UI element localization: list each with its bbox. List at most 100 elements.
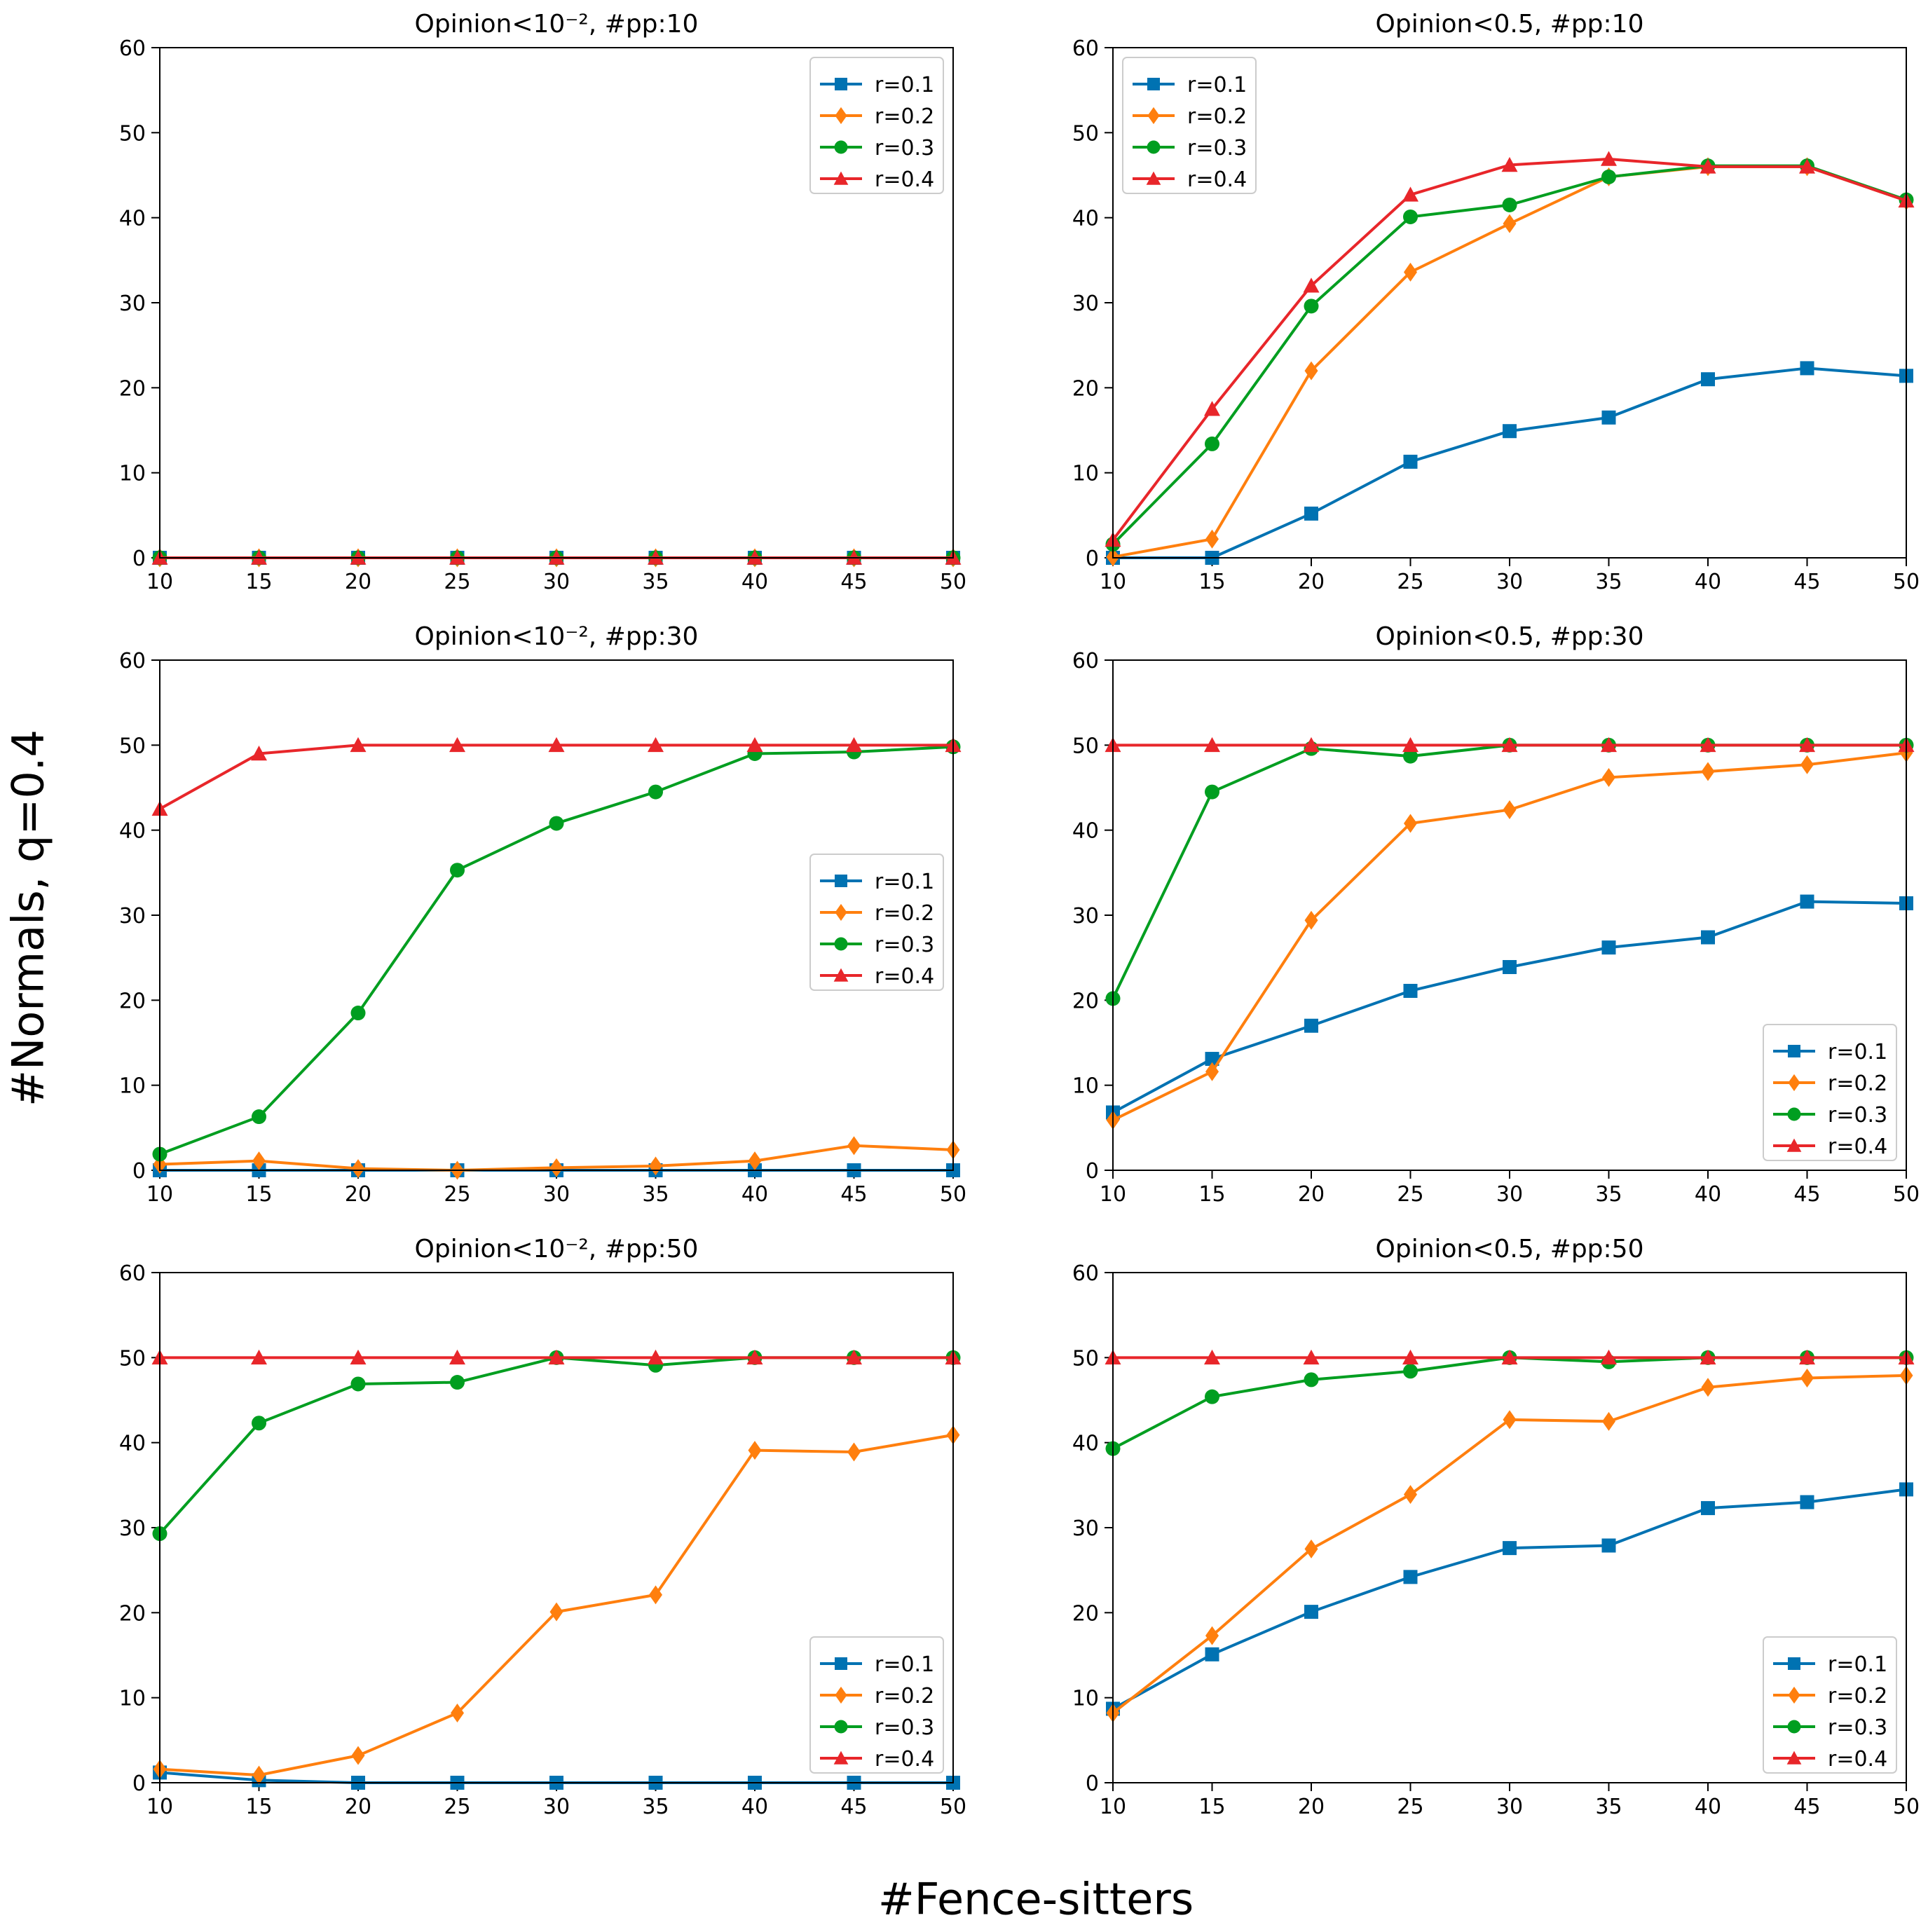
legend-label: r=0.2 [1187,104,1247,129]
data-point-r=0.4 [1402,186,1418,202]
data-point-r=0.2 [847,1136,861,1156]
legend-marker-r=0.4 [833,171,849,185]
data-point-r=0.1 [1800,894,1814,909]
x-tick-label: 45 [840,1182,867,1207]
legend-box [809,57,944,194]
data-point-r=0.1 [1205,1052,1219,1067]
data-point-r=0.2 [252,1151,266,1171]
legend-marker-r=0.3 [1787,1720,1801,1734]
legend-label: r=0.1 [1828,1652,1887,1677]
legend-marker-r=0.3 [834,140,848,154]
legend-marker-r=0.3 [1147,140,1161,154]
data-point-r=0.2 [1304,910,1318,930]
y-tick-label: 60 [1072,1261,1099,1286]
x-tick-label: 25 [444,1182,470,1207]
data-point-r=0.2 [748,1441,762,1460]
data-point-r=0.4 [1204,1349,1220,1365]
x-tick-label: 45 [840,1795,867,1819]
x-tick-label: 30 [543,1182,570,1207]
y-tick-label: 50 [1072,1346,1099,1371]
legend-label: r=0.3 [875,933,934,957]
legend-marker-r=0.4 [1786,1138,1802,1152]
y-tick-label: 50 [119,121,146,146]
legend-label: r=0.4 [875,167,934,192]
x-tick-label: 40 [1695,570,1721,594]
x-tick-label: 40 [741,1795,768,1819]
legend-label: r=0.1 [875,1652,934,1677]
legend-marker-r=0.2 [1788,1074,1800,1092]
panel-title: Opinion<0.5, #pp:30 [1376,622,1644,651]
plot-frame [1112,659,1907,1171]
legend-label: r=0.2 [1828,1684,1887,1708]
data-point-r=0.4 [1501,156,1518,172]
data-point-r=0.4 [1402,1349,1418,1365]
x-tick-label: 25 [1397,570,1423,594]
x-tick-label: 35 [1595,1795,1622,1819]
legend-label: r=0.3 [1828,1715,1887,1740]
panel-title: Opinion<10⁻², #pp:50 [415,1235,699,1263]
x-tick-label: 30 [1496,570,1523,594]
data-point-r=0.3 [1304,1372,1319,1388]
x-tick-label: 30 [543,570,570,594]
y-tick-label: 20 [119,1601,146,1626]
data-point-r=0.2 [1602,767,1615,787]
y-tick-label: 50 [119,734,146,758]
x-tick-label: 40 [741,570,768,594]
data-point-r=0.4 [746,1349,763,1365]
x-tick-label: 35 [642,1182,669,1207]
x-tick-label: 50 [1893,1795,1920,1819]
y-tick-label: 30 [119,1516,146,1541]
legend-label: r=0.1 [875,73,934,97]
y-tick-label: 10 [1072,462,1099,486]
x-tick-label: 25 [1397,1795,1423,1819]
data-point-r=0.3 [350,1006,366,1021]
y-tick-label: 30 [1072,1516,1099,1541]
data-point-r=0.4 [1303,278,1320,293]
data-point-r=0.1 [1701,1501,1715,1516]
data-point-r=0.3 [252,1109,266,1125]
y-tick-label: 30 [1072,292,1099,316]
data-point-r=0.3 [1205,784,1219,800]
x-tick-label: 15 [1198,1795,1225,1819]
x-tick-label: 15 [245,570,272,594]
legend: r=0.1 r=0.2 r=0.3 r=0.4 [1122,57,1257,194]
legend-marker-r=0.2 [835,1686,847,1704]
data-point-r=0.3 [1502,197,1517,212]
data-point-r=0.2 [351,1159,365,1179]
x-tick-label: 50 [1893,570,1920,594]
y-tick-label: 40 [1072,819,1099,844]
y-tick-label: 60 [1072,649,1099,673]
legend-label: r=0.2 [875,104,934,129]
y-tick-label: 0 [1086,547,1099,571]
data-point-r=0.3 [549,816,564,831]
figure-xlabel: #Fence-sitters [878,1874,1194,1925]
legend-box [1763,1024,1897,1161]
data-point-r=0.2 [1205,1626,1219,1645]
y-tick-label: 60 [1072,36,1099,61]
data-point-r=0.4 [548,1349,565,1365]
y-tick-label: 10 [119,1687,146,1711]
x-tick-label: 20 [345,570,371,594]
legend-marker-r=0.1 [1788,1657,1800,1670]
data-point-r=0.1 [1304,1018,1318,1033]
data-point-r=0.2 [1205,529,1219,549]
data-point-r=0.1 [1304,1605,1318,1619]
data-point-r=0.3 [1403,748,1418,764]
x-tick-label: 35 [1595,1182,1622,1207]
legend-marker-r=0.2 [1147,107,1160,125]
x-tick-label: 15 [245,1795,272,1819]
legend-label: r=0.4 [1828,1135,1887,1159]
x-tick-label: 50 [1893,1182,1920,1207]
x-tick-label: 45 [840,570,867,594]
data-point-r=0.1 [1601,940,1616,955]
data-point-r=0.3 [1403,209,1418,224]
data-point-r=0.3 [1205,436,1219,451]
data-point-r=0.4 [1799,158,1815,174]
y-tick-label: 30 [1072,904,1099,929]
legend-marker-r=0.3 [1787,1107,1801,1121]
